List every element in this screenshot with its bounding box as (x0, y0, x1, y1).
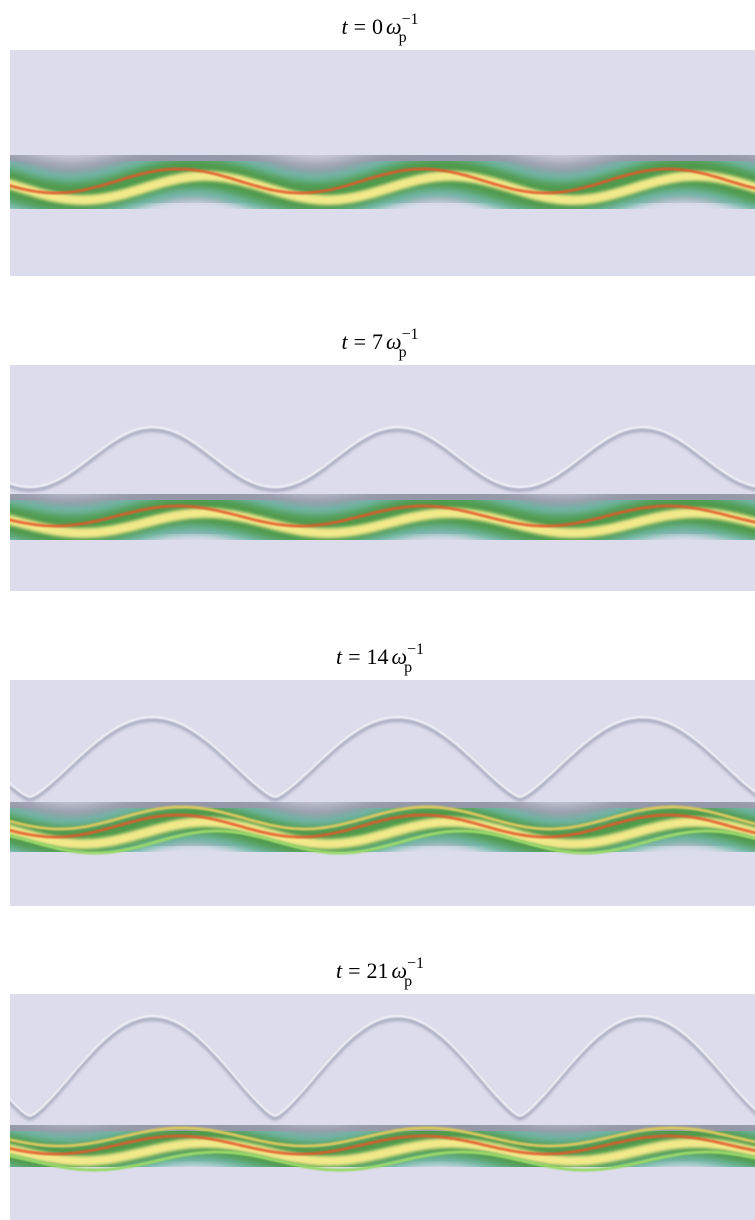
title-superscript: −1 (402, 11, 419, 28)
title-value: 21 (366, 958, 388, 983)
title-equals: = (354, 329, 366, 354)
title-subscript: p (404, 659, 412, 676)
title-equals: = (348, 644, 360, 669)
title-variable: t (336, 958, 343, 983)
title-subscript: p (399, 29, 407, 46)
title-subscript: p (399, 344, 407, 361)
panel-content (0, 167, 755, 200)
title-equals: = (354, 14, 366, 39)
title-superscript: −1 (402, 326, 419, 343)
title-variable: t (341, 14, 348, 39)
figure: t=0ω−1p t=7ω−1p t=14ω−1p t=21ω−1p (0, 0, 755, 1220)
title-equals: = (348, 958, 360, 983)
title-subscript: p (404, 973, 412, 990)
title-variable: t (336, 644, 343, 669)
title-value: 0 (372, 14, 383, 39)
title-value: 14 (366, 644, 388, 669)
title-superscript: −1 (407, 955, 424, 972)
title-superscript: −1 (407, 641, 424, 658)
title-value: 7 (372, 329, 383, 354)
title-variable: t (341, 329, 348, 354)
